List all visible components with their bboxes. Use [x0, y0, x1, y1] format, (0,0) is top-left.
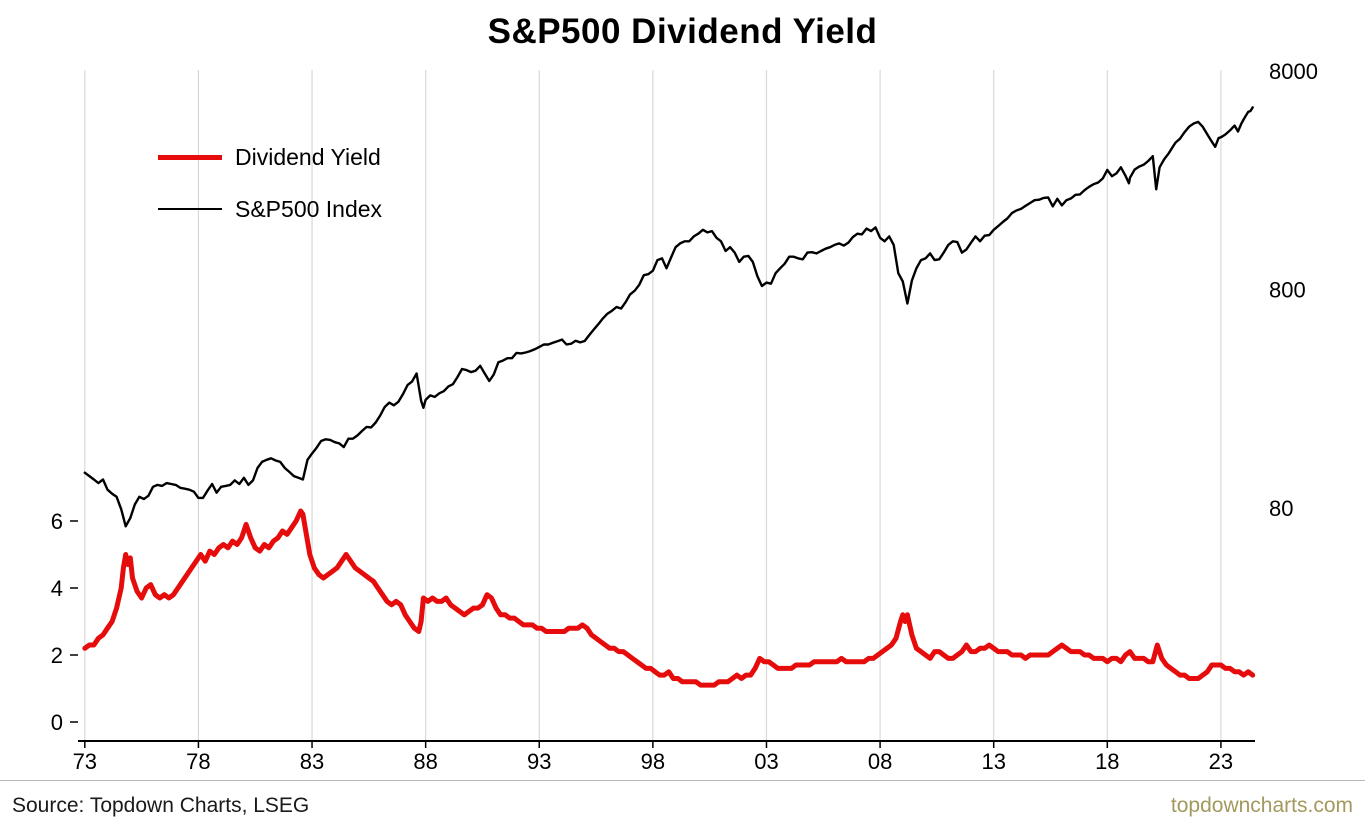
x-tick-label: 93: [527, 749, 551, 774]
chart-title: S&P500 Dividend Yield: [487, 12, 878, 51]
left-tick-label: 2: [51, 643, 63, 668]
footer-divider: [0, 780, 1365, 781]
legend-label-sp500: S&P500 Index: [235, 195, 383, 222]
right-tick-label: 8000: [1269, 59, 1318, 84]
x-tick-label: 13: [981, 749, 1005, 774]
x-tick-label: 73: [73, 749, 97, 774]
series-line-s-p500-index: [83, 106, 1254, 528]
legend-item-dividend-yield: Dividend Yield: [158, 140, 382, 174]
legend-swatch-sp500: [158, 207, 222, 211]
left-tick-label: 6: [51, 509, 63, 534]
x-tick-label: 88: [413, 749, 437, 774]
x-tick-label: 78: [186, 749, 210, 774]
legend: Dividend Yield S&P500 Index: [158, 140, 382, 244]
left-tick-label: 4: [51, 576, 63, 601]
legend-swatch-dividend-yield: [158, 154, 222, 160]
source-attribution: Source: Topdown Charts, LSEG: [12, 794, 310, 817]
right-tick-label: 80: [1269, 496, 1293, 521]
legend-item-sp500: S&P500 Index: [158, 192, 382, 226]
footer: Source: Topdown Charts, LSEG topdownchar…: [0, 787, 1365, 825]
x-tick-label: 98: [641, 749, 665, 774]
website-link[interactable]: topdowncharts.com: [1170, 794, 1353, 817]
left-tick-label: 0: [51, 710, 63, 735]
x-tick-label: 03: [754, 749, 778, 774]
series-line-dividend-yield: [82, 508, 1256, 688]
x-tick-label: 18: [1095, 749, 1119, 774]
right-tick-label: 800: [1269, 278, 1306, 303]
legend-label-dividend-yield: Dividend Yield: [235, 143, 381, 170]
x-tick-label: 23: [1209, 749, 1233, 774]
x-tick-label: 08: [868, 749, 892, 774]
x-tick-label: 83: [300, 749, 324, 774]
